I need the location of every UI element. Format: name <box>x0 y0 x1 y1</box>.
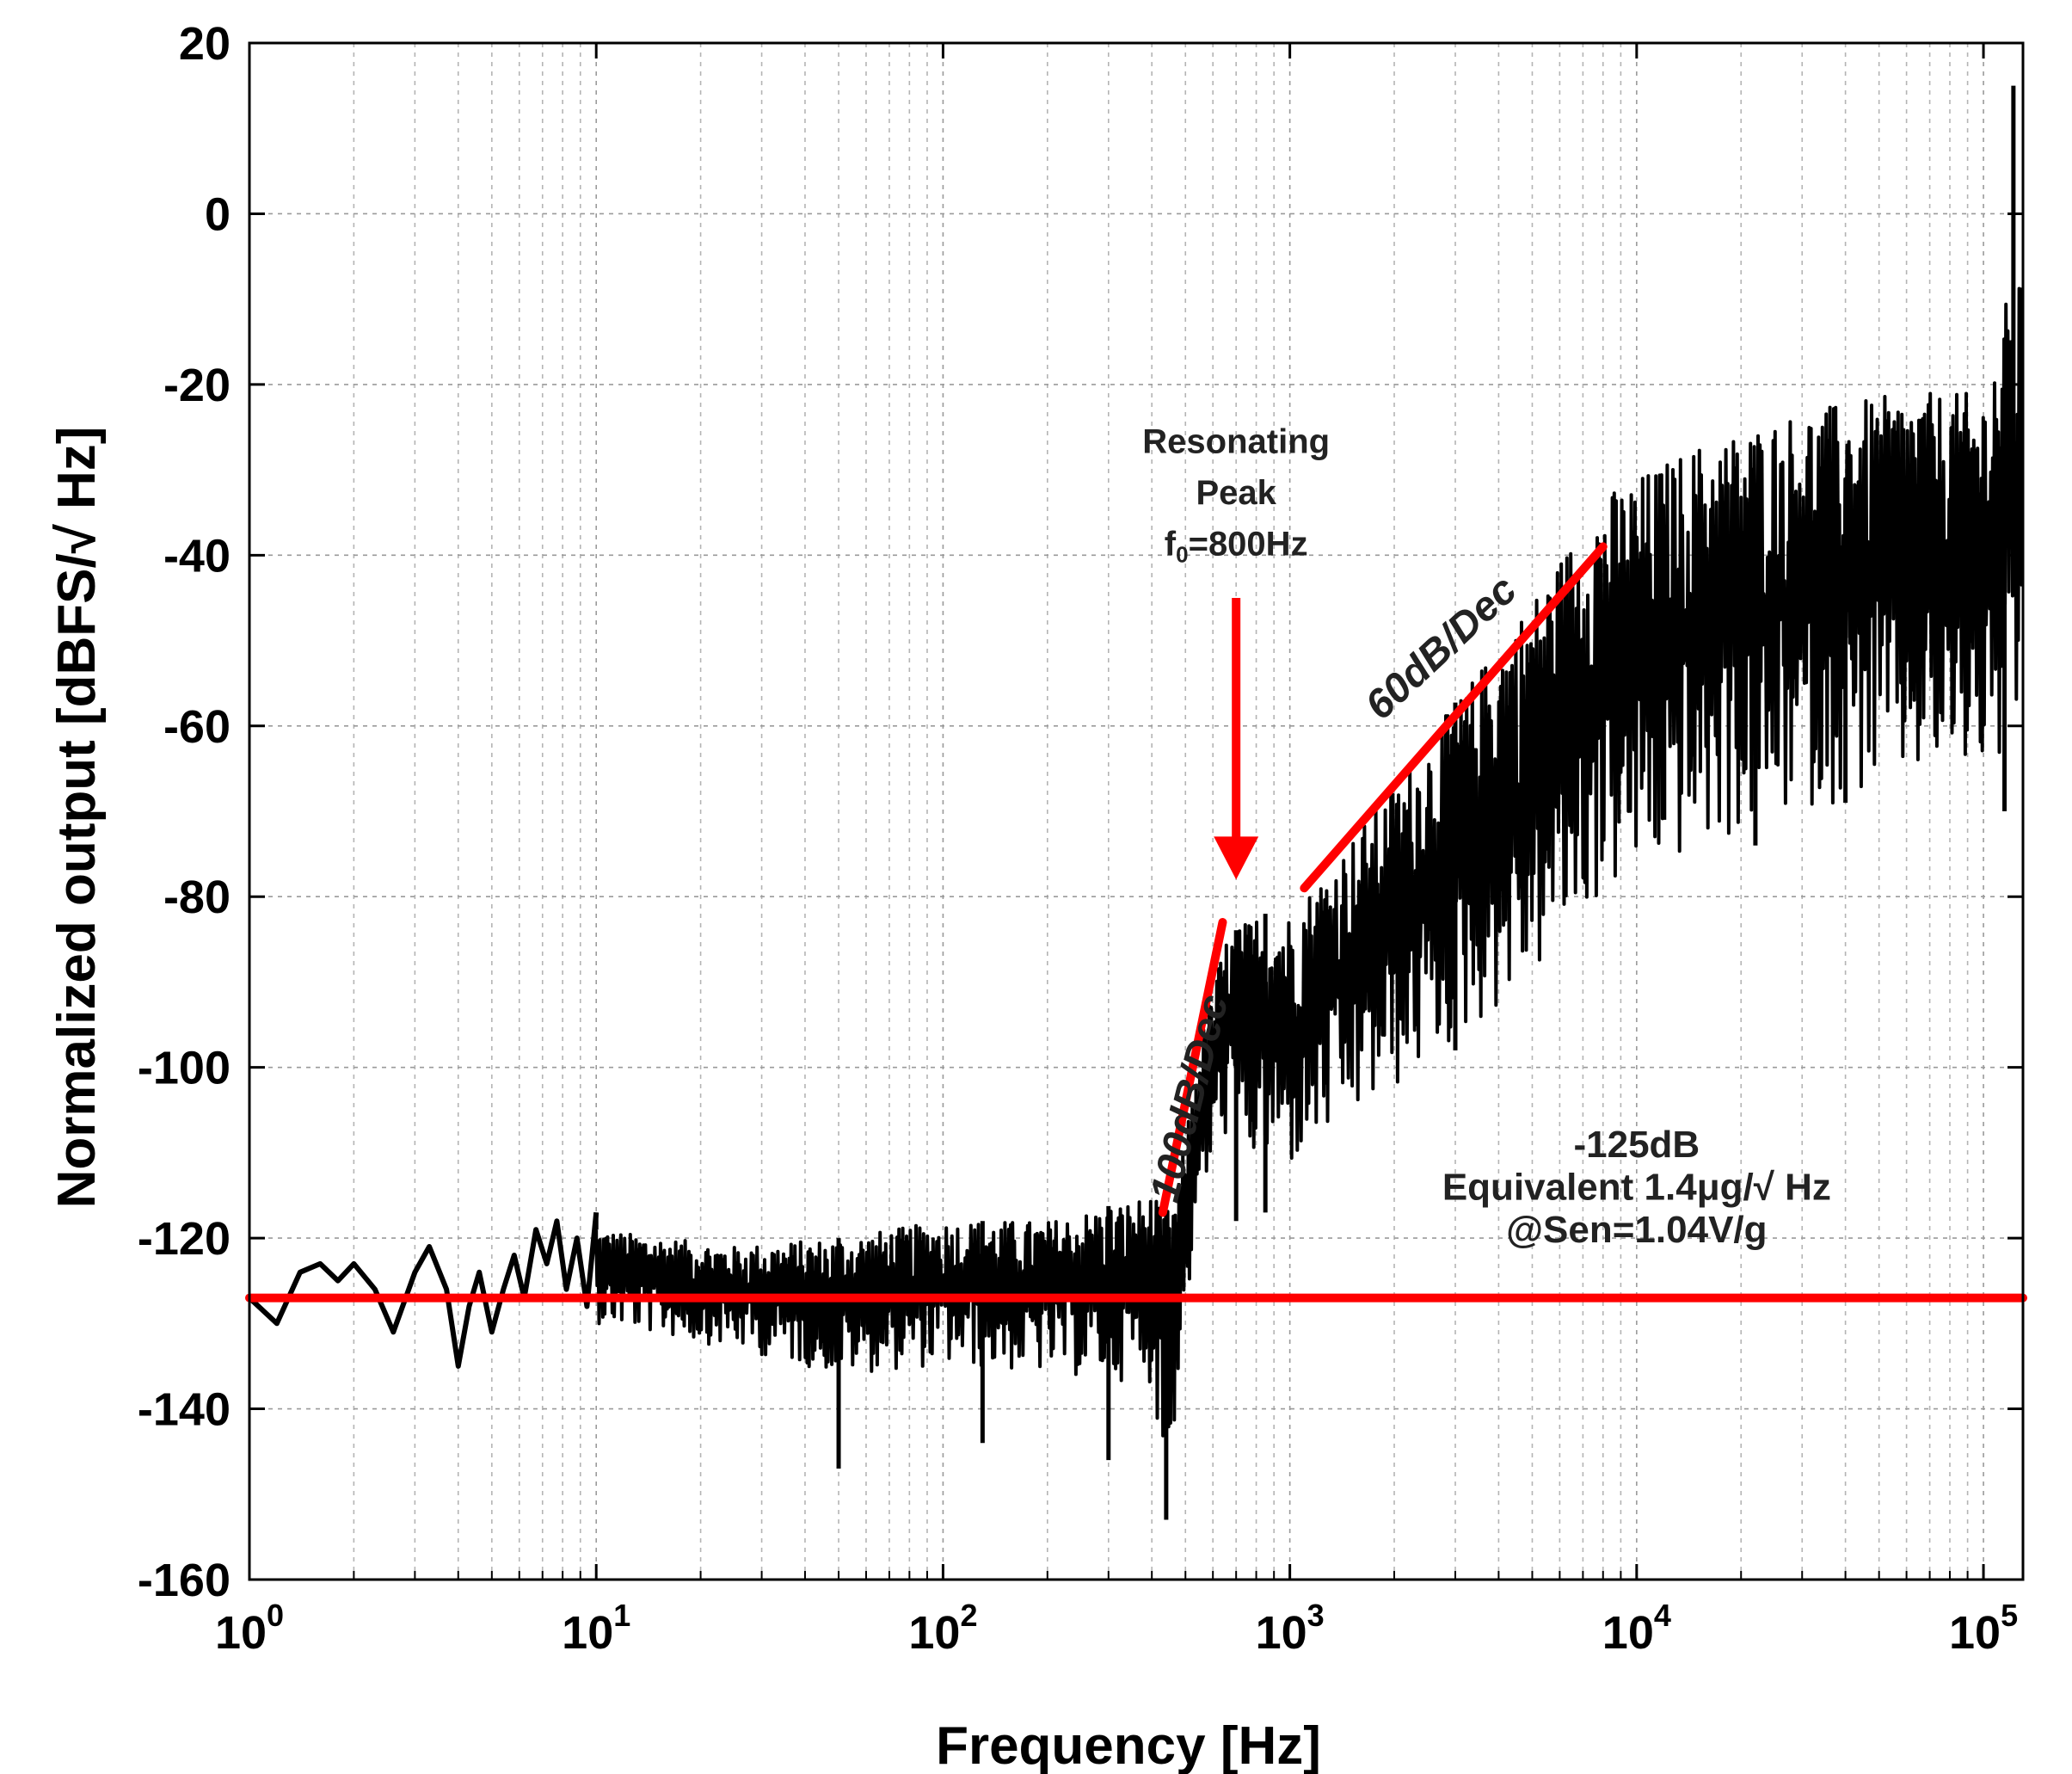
fit-line-100db-dec <box>1158 917 1227 1217</box>
y-tick-label: -100 <box>138 1043 231 1094</box>
x-tick-label: 100 <box>215 1598 284 1659</box>
x-tick-exponent: 0 <box>267 1598 284 1633</box>
x-tick-exponent: 5 <box>2001 1598 2018 1633</box>
y-axis-title: Normalized output [dBFS/√ Hz] <box>47 427 107 1209</box>
x-axis-ticks: 100 101 102 103 104 105 <box>215 43 2018 1659</box>
resonance-arrow-head <box>1214 836 1259 880</box>
y-tick-label: 20 <box>179 18 231 70</box>
y-tick-label: -160 <box>138 1555 231 1606</box>
y-axis-ticks: 20 0 -20 -40 -60 -80 -100 -120 -140 -160 <box>138 18 2023 1606</box>
x-tick-exponent: 4 <box>1654 1598 1671 1633</box>
x-tick-label: 105 <box>1949 1598 2018 1659</box>
x-tick-exponent: 1 <box>613 1598 630 1633</box>
x-tick-label: 101 <box>562 1598 630 1659</box>
x-tick-label: 103 <box>1256 1598 1325 1659</box>
y-tick-label: -80 <box>163 872 231 923</box>
plot-area-frame <box>248 41 2025 1581</box>
spectrum-series <box>249 85 2023 1520</box>
resonance-label-line1: Resonating <box>1142 422 1330 460</box>
y-tick-label: -20 <box>163 360 231 411</box>
y-tick-label: -140 <box>138 1384 231 1436</box>
x-tick-exponent: 2 <box>960 1598 977 1633</box>
resonance-f0-label: f0=800Hz <box>1165 525 1308 567</box>
y-tick-label: 0 <box>205 188 231 240</box>
noise-floor-label-line3: @Sen=1.04V/g <box>1506 1209 1767 1251</box>
y-tick-label: -40 <box>163 530 231 582</box>
x-tick-label: 102 <box>908 1598 977 1659</box>
spectrum-line-dense <box>594 286 2023 1438</box>
f0-value: =800Hz <box>1189 525 1308 563</box>
resonance-label-line2: Peak <box>1196 474 1276 512</box>
x-tick-exponent: 3 <box>1307 1598 1325 1633</box>
fit-lines <box>245 542 2027 1303</box>
y-tick-label: -60 <box>163 701 231 753</box>
fit-line-60db-dec <box>1300 542 1608 893</box>
noise-floor-label-line1: -125dB <box>1573 1124 1700 1166</box>
spectrum-line-low-freq <box>249 1212 599 1369</box>
noise-floor-label-line2: Equivalent 1.4μg/√ Hz <box>1442 1167 1831 1209</box>
x-tick-label: 104 <box>1602 1598 1671 1659</box>
f0-subscript: 0 <box>1176 541 1188 567</box>
x-axis-title: Frequency [Hz] <box>936 1716 1321 1774</box>
y-tick-label: -120 <box>138 1213 231 1265</box>
